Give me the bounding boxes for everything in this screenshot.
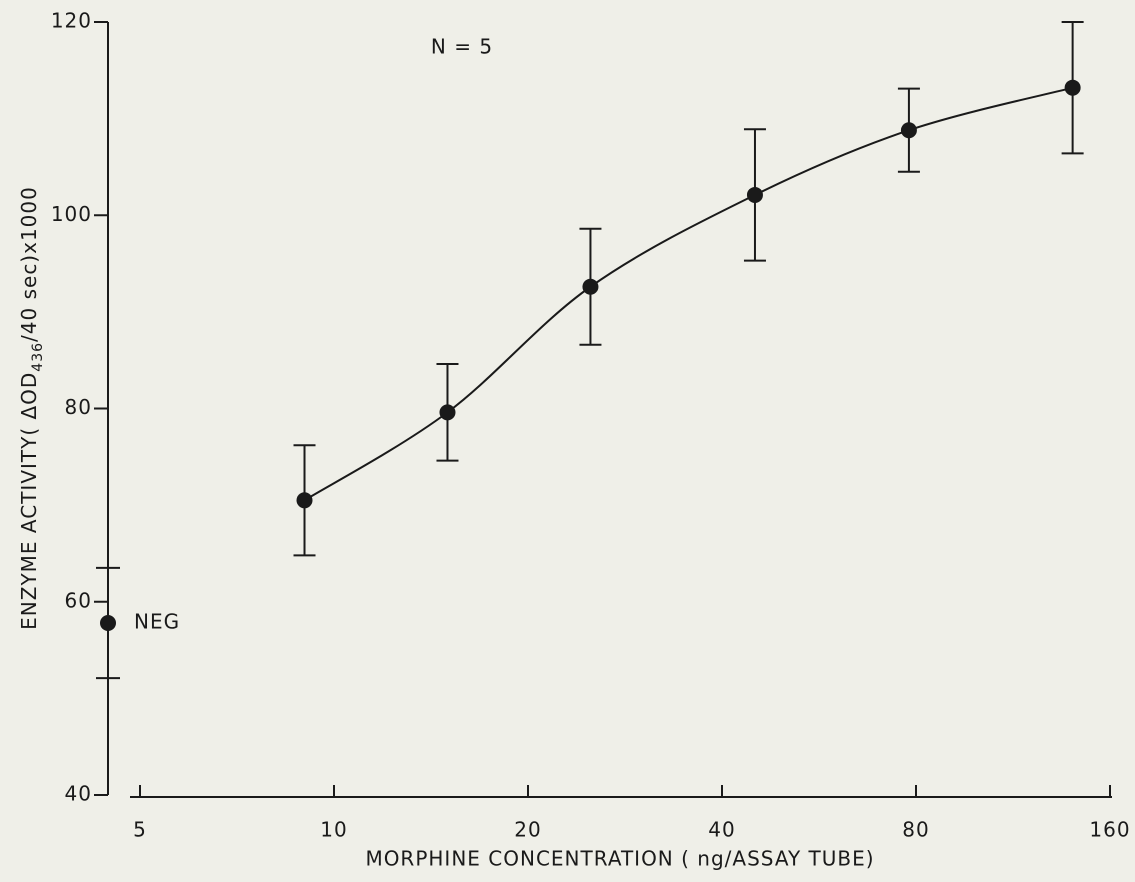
- y-tick-label: 120: [51, 9, 92, 33]
- x-tick-label: 20: [514, 818, 541, 842]
- x-tick-label: 80: [902, 818, 929, 842]
- neg-label: NEG: [134, 610, 180, 634]
- data-point: [1065, 80, 1081, 96]
- x-axis-label: MORPHINE CONCENTRATION ( ng/ASSAY TUBE): [365, 847, 874, 871]
- y-tick-label: 60: [65, 588, 92, 612]
- annotation: N = 5: [431, 35, 493, 59]
- x-tick-label: 40: [708, 818, 735, 842]
- data-point: [582, 279, 598, 295]
- x-tick-label: 10: [320, 818, 347, 842]
- data-point: [747, 187, 763, 203]
- y-label-text: ENZYME ACTIVITY( ΔOD: [17, 372, 41, 630]
- y-label-suffix: /40 sec)x1000: [17, 186, 41, 342]
- data-point: [901, 122, 917, 138]
- y-tick-label: 40: [65, 782, 92, 806]
- neg-point: [100, 615, 116, 631]
- x-tick-label: 5: [133, 818, 147, 842]
- data-point: [297, 492, 313, 508]
- x-tick-label: 160: [1089, 818, 1130, 842]
- y-tick-label: 80: [65, 395, 92, 419]
- data-point: [439, 404, 455, 420]
- y-label-subscript: 436: [30, 342, 46, 372]
- y-tick-label: 100: [51, 202, 92, 226]
